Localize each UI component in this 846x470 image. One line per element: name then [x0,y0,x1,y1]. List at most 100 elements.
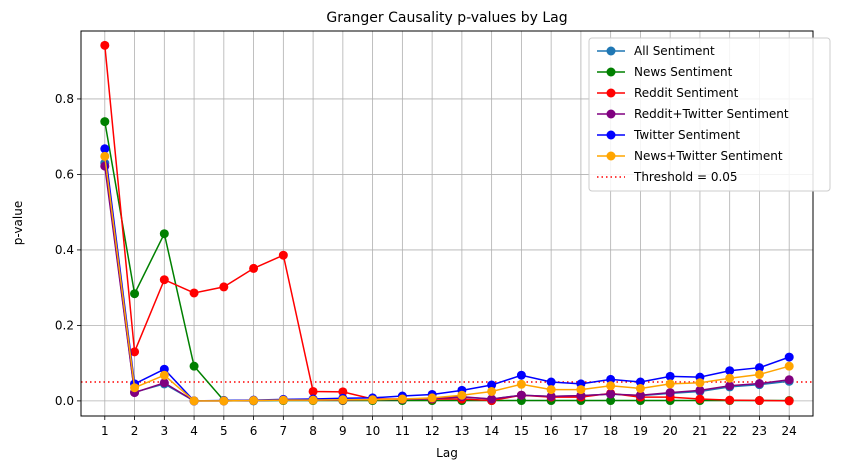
series-3 [100,161,794,406]
data-point [249,396,259,406]
x-tick-label: 12 [424,424,439,438]
legend-marker [606,67,616,77]
legend-marker [606,130,616,140]
data-point [516,390,526,400]
data-point [754,363,764,373]
x-tick-label: 16 [544,424,559,438]
legend-label: Threshold = 0.05 [633,170,738,184]
y-tick-label: 0.0 [55,394,74,408]
x-tick-label: 8 [309,424,317,438]
data-point [516,379,526,389]
y-tick-label: 0.4 [55,243,74,257]
data-point [516,370,526,380]
x-tick-label: 6 [250,424,258,438]
series-line [104,156,790,402]
legend-label: All Sentiment [634,44,715,58]
data-point [754,369,764,379]
data-point [338,387,348,397]
data-point [159,370,169,380]
data-point [784,352,794,362]
x-axis: 1 2 3 4 5 6 7 8 9 10 11 12 13 14 15 16 17 18 19 20 21 22 23 24 [101,416,797,438]
x-tick-label: 24 [782,424,797,438]
data-point [606,389,616,399]
data-point [665,388,675,398]
data-point [635,383,645,393]
data-point [397,394,407,404]
y-axis: 0.0 0.2 0.4 0.6 0.8 [55,92,81,408]
x-tick-label: 13 [454,424,469,438]
x-tick-label: 19 [633,424,648,438]
data-point [606,396,616,406]
legend-marker [606,151,616,161]
data-point [308,395,318,405]
data-point [100,117,110,127]
data-point [695,385,705,395]
series-line [104,45,790,402]
x-tick-label: 5 [220,424,228,438]
data-point [784,361,794,371]
x-tick-label: 22 [722,424,737,438]
legend: All Sentiment News Sentiment Reddit Sentim… [588,37,831,192]
x-tick-label: 1 [101,424,109,438]
data-point [130,289,140,299]
series-line [104,163,790,402]
data-point [725,366,735,376]
x-tick-label: 9 [339,424,347,438]
legend-label: News+Twitter Sentiment [634,149,783,163]
x-tick-label: 2 [131,424,139,438]
data-point [784,375,794,385]
x-axis-label: Lag [436,446,458,460]
data-point [130,383,140,393]
y-tick-label: 0.2 [55,318,74,332]
chart-title: Granger Causality p-values by Lag [326,10,567,26]
series-line [104,121,790,402]
data-point [487,394,497,404]
series-group [100,40,794,406]
x-tick-label: 7 [280,424,288,438]
x-tick-label: 23 [752,424,767,438]
data-point [219,396,229,406]
data-point [368,395,378,405]
data-point [725,373,735,383]
series-line [104,166,790,402]
data-point [457,390,467,400]
data-point [338,395,348,405]
data-point [665,379,675,389]
y-axis-label: p-value [11,201,25,245]
data-point [189,361,199,371]
data-point [427,393,437,403]
legend-label: News Sentiment [634,65,733,79]
data-point [100,144,110,154]
data-point [159,378,169,388]
x-tick-label: 18 [603,424,618,438]
series-0 [100,158,794,406]
data-point [189,288,199,298]
x-tick-label: 15 [514,424,529,438]
data-point [189,396,199,406]
data-point [546,385,556,395]
data-point [576,385,586,395]
data-point [784,396,794,406]
data-point [278,395,288,405]
x-tick-label: 11 [395,424,410,438]
legend-label: Reddit+Twitter Sentiment [634,107,789,121]
data-point [546,377,556,387]
data-point [159,229,169,239]
data-point [249,263,259,273]
data-point [695,394,705,404]
x-tick-label: 14 [484,424,499,438]
data-point [219,282,229,292]
data-point [487,380,497,390]
legend-label: Reddit Sentiment [634,86,739,100]
data-point [665,371,675,381]
data-point [695,378,705,388]
legend-label: Twitter Sentiment [633,128,740,142]
legend-marker [606,109,616,119]
data-point [487,386,497,396]
data-point [754,379,764,389]
data-point [635,390,645,400]
y-tick-label: 0.6 [55,167,74,181]
series-5 [100,151,794,406]
plot-frame [80,30,814,417]
